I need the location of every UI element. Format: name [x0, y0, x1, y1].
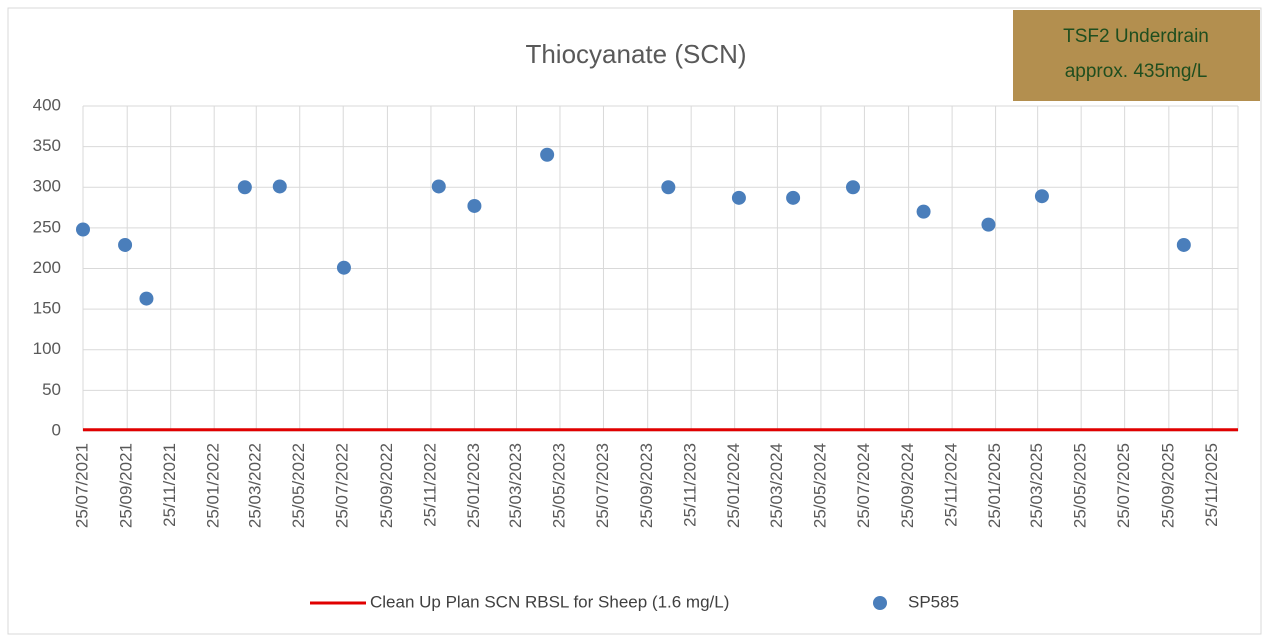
point	[981, 217, 996, 232]
point	[846, 180, 860, 195]
x-tick-label: 25/09/2022	[377, 443, 396, 528]
x-tick-label: 25/03/2024	[767, 443, 786, 528]
x-tick-label: 25/11/2023	[681, 443, 700, 527]
point	[731, 190, 746, 205]
point	[118, 237, 133, 252]
x-tick-label: 25/03/2025	[1027, 443, 1046, 528]
x-tick-label: 25/07/2022	[333, 443, 352, 528]
y-tick-label: 200	[33, 258, 61, 277]
x-tick-label: 25/11/2024	[942, 443, 961, 527]
legend-label: Clean Up Plan SCN RBSL for Sheep (1.6 mg…	[370, 592, 729, 611]
annotation-box	[1013, 10, 1260, 101]
x-tick-label: 25/01/2024	[724, 443, 743, 528]
x-tick-label: 25/07/2023	[593, 443, 612, 528]
chart-title: Thiocyanate (SCN)	[525, 39, 746, 69]
x-tick-label: 25/05/2023	[549, 443, 568, 528]
x-tick-label: 25/09/2024	[898, 443, 917, 528]
point	[540, 147, 555, 162]
y-tick-label: 100	[33, 339, 61, 358]
x-tick-label: 25/01/2025	[985, 443, 1004, 528]
legend-label: SP585	[908, 592, 959, 611]
point	[661, 180, 676, 195]
chart-frame	[7, 7, 1262, 635]
x-tick-label: 25/05/2022	[289, 443, 308, 528]
x-tick-label: 25/07/2021	[72, 443, 91, 528]
point	[786, 190, 801, 205]
x-tick-label: 25/01/2023	[464, 443, 483, 528]
x-tick-label: 25/11/2021	[160, 443, 179, 527]
y-tick-label: 350	[33, 136, 61, 155]
point	[139, 291, 154, 306]
point	[431, 179, 446, 194]
point	[336, 260, 351, 275]
point	[76, 222, 90, 237]
y-tick-label: 250	[33, 217, 61, 236]
point	[467, 198, 482, 213]
y-tick-label: 50	[42, 380, 61, 399]
x-tick-label: 25/09/2025	[1158, 443, 1177, 528]
point	[272, 179, 287, 194]
x-tick-label: 25/03/2023	[506, 443, 525, 528]
x-tick-label: 25/03/2022	[246, 443, 265, 528]
x-tick-label: 25/09/2023	[637, 443, 656, 528]
x-tick-label: 25/07/2024	[854, 443, 873, 528]
x-tick-label: 25/05/2025	[1071, 443, 1090, 528]
point	[237, 180, 252, 195]
x-tick-label: 25/07/2025	[1114, 443, 1133, 528]
x-tick-label: 25/11/2025	[1202, 443, 1221, 527]
x-tick-label: 25/11/2022	[420, 443, 439, 527]
y-tick-label: 150	[33, 299, 61, 318]
annotation: TSF2 Underdrain	[1063, 26, 1209, 47]
point	[1176, 237, 1191, 252]
point	[916, 204, 931, 219]
y-tick-label: 400	[33, 95, 61, 114]
y-tick-label: 300	[33, 177, 61, 196]
legend-swatch	[873, 596, 887, 610]
x-tick-label: 25/05/2024	[810, 443, 829, 528]
y-tick-label: 0	[52, 420, 61, 439]
point	[1034, 189, 1049, 204]
x-tick-label: 25/09/2021	[117, 443, 136, 528]
x-tick-label: 25/01/2022	[204, 443, 223, 528]
annotation: approx. 435mg/L	[1065, 61, 1208, 82]
